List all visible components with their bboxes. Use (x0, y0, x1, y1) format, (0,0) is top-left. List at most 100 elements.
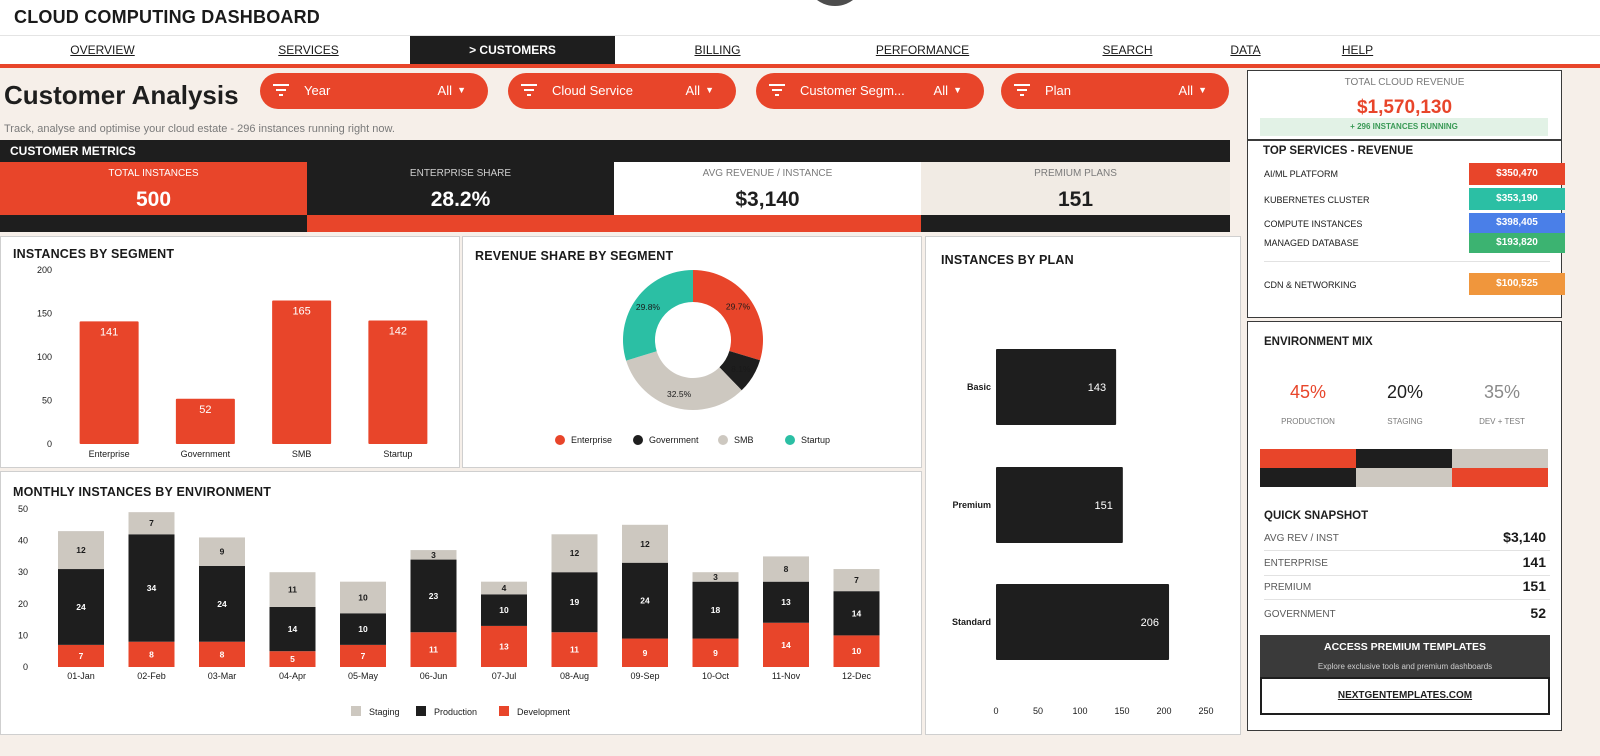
main-nav: OVERVIEW SERVICES > CUSTOMERS BILLING PE… (0, 35, 1600, 65)
user-avatar[interactable] (805, 0, 865, 6)
filter-icon (273, 84, 289, 96)
service-row: KUBERNETES CLUSTER $353,190 (1264, 188, 1565, 210)
filter-icon (769, 84, 785, 96)
y-tick-label: 100 (37, 352, 52, 362)
segment-value-label: 10 (358, 624, 368, 634)
y-tick-label: 10 (18, 630, 28, 640)
segment-value-label: 24 (640, 596, 650, 606)
segment-value-label: 14 (781, 640, 791, 650)
x-tick-label: 250 (1198, 706, 1213, 716)
segment-value-label: 12 (76, 545, 86, 555)
segment-value-label: 9 (220, 547, 225, 557)
total-revenue-card: TOTAL CLOUD REVENUE $1,570,130 + 296 INS… (1247, 70, 1562, 140)
instances-by-plan-chart: 143 Basic 151 Premium 206 Standard 0 50 100 150 20… (952, 349, 1214, 716)
kpi-label: ENTERPRISE SHARE (409, 168, 512, 179)
nav-data[interactable]: DATA (1230, 43, 1261, 57)
filter-label: Plan (1045, 83, 1072, 98)
stack-segment (58, 644, 104, 667)
slice-label: 29.7% (726, 302, 751, 312)
x-tick-label: 06-Jun (420, 671, 448, 681)
env-label-devtest: DEV + TEST (1479, 417, 1525, 426)
snapshot-label: AVG REV / INST (1264, 533, 1339, 544)
nav-search[interactable]: SEARCH (1102, 43, 1153, 57)
legend-swatch (633, 435, 643, 445)
x-tick-label: 10-Oct (702, 671, 730, 681)
filter-cloud-service[interactable]: Cloud Service All ▼ (508, 73, 736, 109)
chevron-down-icon: ▼ (705, 85, 714, 95)
kpi-total-instances: TOTAL INSTANCES 500 (0, 162, 307, 232)
promo-description: Explore exclusive tools and premium dash… (1317, 662, 1493, 671)
env-mix-block (1452, 468, 1548, 487)
filter-icon (521, 84, 537, 96)
y-tick-label: Basic (967, 382, 991, 392)
env-label-production: PRODUCTION (1281, 417, 1335, 426)
nav-overview[interactable]: OVERVIEW (70, 43, 135, 57)
filter-customer-segment[interactable]: Customer Segm... All ▼ (756, 73, 984, 109)
segment-value-label: 8 (149, 649, 154, 659)
y-tick-label: Premium (952, 500, 991, 510)
stack-segment (128, 641, 175, 667)
nav-help[interactable]: HELP (1341, 43, 1374, 57)
revenue-share-panel: REVENUE SHARE BY SEGMENT 29.7% 8.1% 32.5% 2… (462, 236, 922, 468)
filter-year[interactable]: Year All ▼ (260, 73, 488, 109)
nav-accent-stripe (0, 64, 1600, 68)
donut-slice (626, 351, 742, 411)
filter-value: All (437, 83, 452, 98)
bar-value-label: 142 (389, 325, 407, 337)
x-tick-label: 200 (1156, 706, 1171, 716)
premium-templates-banner[interactable]: ACCESS PREMIUM TEMPLATES Explore exclusi… (1260, 635, 1550, 677)
monthly-instances-panel: MONTHLY INSTANCES BY ENVIRONMENT 0 10 20 30… (0, 471, 922, 735)
filter-plan[interactable]: Plan All ▼ (1001, 73, 1229, 109)
x-tick-label: Government (181, 449, 231, 459)
legend-swatch (351, 706, 361, 716)
stack-segment (833, 591, 880, 636)
snapshot-value: 141 (1522, 554, 1546, 570)
nextgentemplates-link[interactable]: NEXTGENTEMPLATES.COM (1260, 677, 1550, 715)
segment-value-label: 9 (713, 648, 718, 658)
snapshot-value: 52 (1530, 605, 1546, 621)
stack-segment (481, 581, 527, 595)
chevron-down-icon: ▼ (953, 85, 962, 95)
kpi-label: TOTAL INSTANCES (108, 168, 199, 179)
segment-value-label: 24 (217, 599, 227, 609)
env-pct-production: 45% (1289, 382, 1327, 402)
kpi-avg-revenue: AVG REVENUE / INSTANCE $3,140 (614, 162, 921, 232)
segment-value-label: 19 (570, 597, 580, 607)
revenue-value: $1,570,130 (1356, 97, 1453, 118)
x-tick-label: Startup (383, 449, 412, 459)
filter-label: Customer Segm... (800, 83, 905, 98)
quick-snapshot-title: QUICK SNAPSHOT (1264, 510, 1369, 522)
nav-services[interactable]: SERVICES (278, 43, 339, 57)
nav-customers[interactable]: > CUSTOMERS (410, 36, 615, 65)
service-row: AI/ML PLATFORM $350,470 (1264, 163, 1565, 185)
legend-label: Government (649, 435, 699, 445)
segment-value-label: 14 (288, 624, 298, 634)
stack-segment (481, 625, 527, 667)
legend-label: SMB (734, 435, 754, 445)
x-tick-label: SMB (292, 449, 312, 459)
filter-value: All (1178, 83, 1193, 98)
kpi-accent-bar (614, 215, 921, 232)
snapshot-row: GOVERNMENT 52 (1264, 603, 1550, 627)
nav-billing[interactable]: BILLING (694, 43, 741, 57)
revenue-badge: + 296 INSTANCES RUNNING (1260, 118, 1548, 136)
snapshot-value: 151 (1522, 578, 1546, 594)
stack-segment (340, 644, 386, 667)
filter-label: Cloud Service (552, 83, 633, 98)
stack-segment (551, 572, 598, 633)
y-tick-label: 150 (37, 309, 52, 319)
top-services-card: TOP SERVICES - REVENUE AI/ML PLATFORM $3… (1247, 140, 1565, 318)
donut-slice (719, 350, 761, 391)
slice-label: 8.1% (731, 364, 751, 374)
monthly-instances-chart: 010203040507241201-Jan834702-Feb824903-M… (18, 504, 880, 717)
bar (996, 349, 1117, 425)
bar-value-label: 206 (1141, 617, 1159, 629)
nav-performance[interactable]: PERFORMANCE (875, 43, 970, 57)
stack-segment (269, 651, 316, 667)
bar-value-label: 143 (1088, 382, 1106, 394)
stack-segment (692, 572, 739, 582)
stack-segment (340, 613, 386, 645)
instances-by-plan-panel: INSTANCES BY PLAN 143 Basic 151 Premium 206 S… (925, 236, 1241, 735)
segment-value-label: 8 (220, 649, 225, 659)
revenue-share-donut: 29.7% 8.1% 32.5% 29.8% Enterprise Government S… (555, 270, 830, 445)
